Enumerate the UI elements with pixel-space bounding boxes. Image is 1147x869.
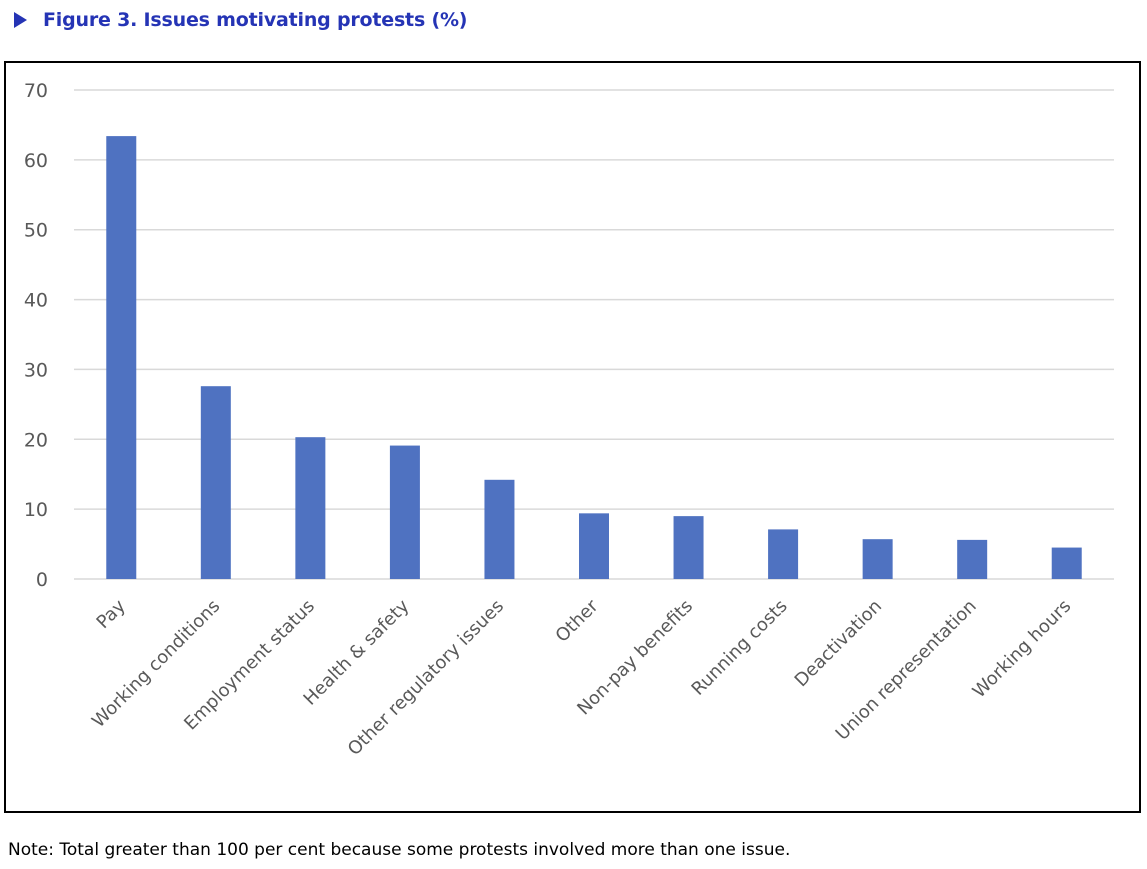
y-tick-label: 60 (24, 150, 48, 172)
y-tick-label: 20 (24, 429, 48, 451)
bar-pay (106, 136, 137, 579)
x-tick-label: Other (552, 595, 603, 646)
figure-header: Figure 3. Issues motivating protests (%) (14, 6, 467, 34)
bar-employment-status (295, 437, 326, 579)
bar-running-costs (768, 529, 799, 579)
y-tick-label: 50 (24, 220, 48, 242)
chart-frame: 0 10 20 30 40 50 60 70 Pay Working conditions Emp… (4, 61, 1141, 813)
bars (106, 136, 1082, 579)
y-axis-ticks: 0 10 20 30 40 50 60 70 (24, 80, 48, 591)
y-tick-label: 70 (24, 80, 48, 102)
bar-working-hours (1051, 547, 1082, 579)
x-tick-label: Running costs (688, 596, 792, 700)
bar-union-representation (957, 539, 988, 579)
x-tick-label: Other regulatory issues (344, 596, 508, 760)
bar-other (579, 513, 609, 579)
figure-note: Note: Total greater than 100 per cent be… (8, 840, 791, 860)
bar-non-pay-benefits (673, 516, 704, 579)
triangle-right-icon (14, 12, 27, 28)
bar-deactivation (862, 539, 893, 579)
figure-title: Figure 3. Issues motivating protests (%) (43, 9, 468, 31)
grid-lines (74, 89, 1114, 580)
x-tick-label: Deactivation (791, 596, 887, 692)
y-tick-label: 0 (36, 569, 48, 591)
bar-health-safety (389, 445, 420, 579)
y-tick-label: 30 (24, 359, 48, 381)
x-tick-label: Pay (93, 595, 131, 633)
bar-other-regulatory-issues (484, 479, 515, 579)
x-tick-label: Working hours (969, 596, 1076, 703)
bar-working-conditions (200, 386, 231, 579)
y-tick-label: 40 (24, 290, 48, 312)
y-tick-label: 10 (24, 499, 48, 521)
